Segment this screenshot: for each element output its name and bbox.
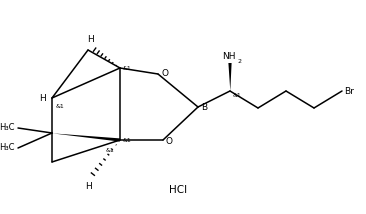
Text: H: H [39, 94, 46, 103]
Polygon shape [228, 63, 232, 91]
Text: &1: &1 [233, 93, 242, 98]
Text: 2: 2 [238, 59, 242, 64]
Polygon shape [52, 133, 120, 142]
Text: NH: NH [222, 52, 236, 61]
Text: &1: &1 [123, 138, 132, 143]
Text: &1: &1 [123, 66, 132, 71]
Text: H₃C: H₃C [0, 123, 15, 132]
Text: H: H [86, 182, 92, 191]
Text: HCl: HCl [169, 185, 187, 195]
Text: B: B [201, 103, 207, 111]
Text: O: O [161, 68, 168, 77]
Text: O: O [166, 137, 173, 146]
Text: &1: &1 [56, 104, 65, 109]
Text: &1: &1 [106, 148, 114, 153]
Text: H: H [87, 35, 94, 44]
Text: Br: Br [344, 86, 354, 95]
Text: H₃C: H₃C [0, 144, 15, 153]
